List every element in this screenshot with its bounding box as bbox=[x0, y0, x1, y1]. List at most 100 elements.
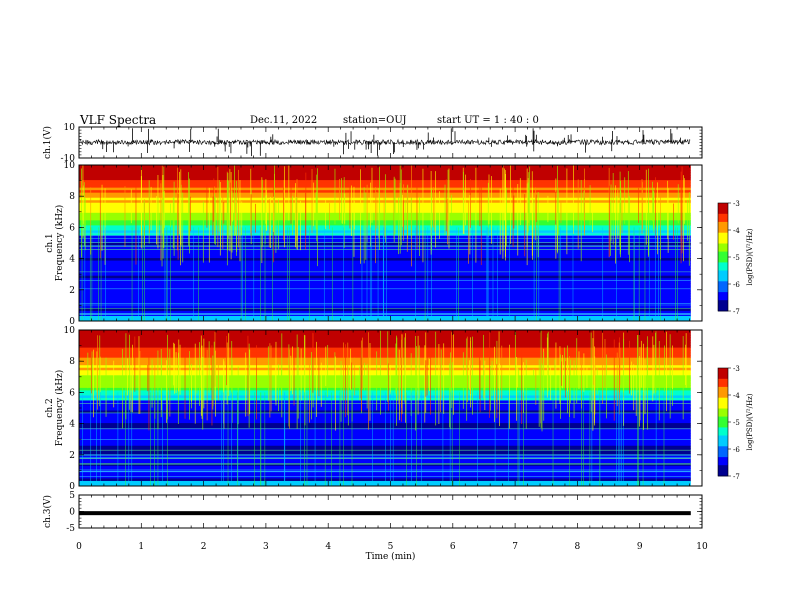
spectrogram-band bbox=[79, 197, 691, 201]
x-tick-label: 2 bbox=[201, 542, 207, 552]
spectrogram-band bbox=[79, 367, 691, 371]
spectrogram-band bbox=[79, 230, 691, 234]
spectrogram-band bbox=[79, 258, 691, 262]
colorbar-segment bbox=[718, 205, 728, 209]
spectrogram-band bbox=[79, 342, 691, 346]
colorbar-segment bbox=[718, 389, 728, 393]
spectrogram-band bbox=[79, 405, 691, 409]
spectrogram-band bbox=[79, 413, 691, 417]
colorbar-segment bbox=[718, 243, 728, 247]
spectrogram-band bbox=[79, 275, 691, 279]
colorbar-segment bbox=[718, 294, 728, 298]
colorbar-segment bbox=[718, 305, 728, 309]
ch1-spectrogram-ylabel: ch.1 bbox=[45, 233, 55, 252]
colorbar-tick-label: -5 bbox=[733, 254, 740, 262]
colorbar-segment bbox=[718, 230, 728, 234]
spectrogram-band bbox=[79, 428, 691, 432]
ch1-waveform-ylabel: ch.1(V) bbox=[42, 126, 53, 159]
spectrogram-band bbox=[79, 418, 691, 422]
ch1-spectrogram-panel-tick-label: 8 bbox=[69, 192, 75, 202]
spectrogram-band bbox=[79, 232, 691, 236]
ch1-spectrogram-panel-tick-label: 0 bbox=[69, 317, 75, 327]
spectrogram-band bbox=[79, 397, 691, 401]
spectrogram-band bbox=[79, 192, 691, 196]
spectrogram-band bbox=[79, 207, 691, 211]
colorbar-segment bbox=[718, 208, 728, 212]
spectrogram-band bbox=[79, 180, 691, 184]
spectrogram-band bbox=[79, 448, 691, 452]
spectrogram-band bbox=[79, 360, 691, 364]
spectrogram-band bbox=[79, 352, 691, 356]
spectrogram-band bbox=[79, 288, 691, 292]
colorbar-segment bbox=[718, 432, 728, 436]
spectrogram-band bbox=[79, 255, 691, 259]
spectrogram-band bbox=[79, 335, 691, 339]
spectrogram-band bbox=[79, 355, 691, 359]
spectrogram-band bbox=[79, 295, 691, 299]
spectrogram-band bbox=[79, 475, 691, 479]
colorbar-segment bbox=[718, 203, 728, 207]
ch2-spectrogram-panel-tick-label: 8 bbox=[69, 357, 75, 367]
waveform-trace bbox=[79, 511, 691, 516]
ch2-spectrogram-panel-tick-label: 10 bbox=[64, 326, 76, 336]
colorbar-segment bbox=[718, 386, 728, 390]
spectrogram-band bbox=[79, 445, 691, 449]
colorbar-segment bbox=[718, 435, 728, 439]
colorbar-segment bbox=[718, 251, 728, 255]
spectrogram-band bbox=[79, 402, 691, 406]
colorbar-segment bbox=[718, 368, 728, 372]
spectrogram-band bbox=[79, 345, 691, 349]
colorbar-segment bbox=[718, 227, 728, 231]
colorbar-segment bbox=[718, 451, 728, 455]
ch1-spectrogram-ylabel: Frequency (kHz) bbox=[54, 205, 65, 282]
x-axis-label: Time (min) bbox=[366, 551, 416, 562]
ch3-waveform-panel-tick-label: -5 bbox=[66, 524, 75, 534]
spectrogram-band bbox=[79, 235, 691, 239]
spectrogram-band bbox=[79, 392, 691, 396]
colorbar-segment bbox=[718, 446, 728, 450]
spectrogram-band bbox=[79, 408, 691, 412]
colorbar-segment bbox=[718, 457, 728, 461]
colorbar-tick-label: -4 bbox=[733, 227, 740, 235]
spectrogram-band bbox=[79, 377, 691, 381]
x-tick-label: 4 bbox=[325, 542, 331, 552]
colorbar-segment bbox=[718, 248, 728, 252]
x-tick-label: 6 bbox=[450, 542, 456, 552]
ch1-spectrogram-panel-tick-label: 10 bbox=[64, 161, 76, 171]
colorbar-segment bbox=[718, 235, 728, 239]
ch1-spectrogram-panel-tick-label: 4 bbox=[69, 255, 75, 265]
colorbar-segment bbox=[718, 216, 728, 220]
spectrogram-band bbox=[79, 185, 691, 189]
figure-title: VLF Spectra bbox=[80, 113, 157, 127]
spectrogram-band bbox=[79, 187, 691, 191]
ch2-spectrogram-panel-tick-label: 4 bbox=[69, 420, 75, 430]
ch1-waveform-panel-tick-label: 10 bbox=[64, 123, 76, 133]
colorbar-segment bbox=[718, 405, 728, 409]
spectrogram-band bbox=[79, 305, 691, 309]
ch1-spectrogram-panel-tick-label: 6 bbox=[69, 223, 75, 233]
spectrogram-band bbox=[79, 470, 691, 474]
spectrogram-band bbox=[79, 200, 691, 204]
spectrogram-band bbox=[79, 268, 691, 272]
spectrogram-band bbox=[79, 443, 691, 447]
spectrogram-band bbox=[79, 300, 691, 304]
colorbar-segment bbox=[718, 397, 728, 401]
colorbar-label: log(PSD)(V²/Hz) bbox=[746, 228, 754, 285]
spectrogram-band bbox=[79, 175, 691, 179]
colorbar-segment bbox=[718, 440, 728, 444]
ch3-waveform-panel-tick-label: 5 bbox=[69, 491, 75, 501]
spectrogram-band bbox=[79, 245, 691, 249]
ch2-spectrogram-panel-tick-label: 2 bbox=[69, 451, 75, 461]
spectrogram-band bbox=[79, 227, 691, 231]
colorbar-segment bbox=[718, 376, 728, 380]
colorbar-segment bbox=[718, 411, 728, 415]
spectrogram-band bbox=[79, 215, 691, 219]
ch2-spectrogram-panel-tick-label: 0 bbox=[69, 482, 75, 492]
colorbar-segment bbox=[718, 281, 728, 285]
x-tick-label: 5 bbox=[388, 542, 394, 552]
colorbar-segment bbox=[718, 270, 728, 274]
colorbar-tick-label: -3 bbox=[733, 365, 740, 373]
spectrogram-band bbox=[79, 318, 691, 322]
colorbar-segment bbox=[718, 254, 728, 258]
spectrogram-band bbox=[79, 423, 691, 427]
